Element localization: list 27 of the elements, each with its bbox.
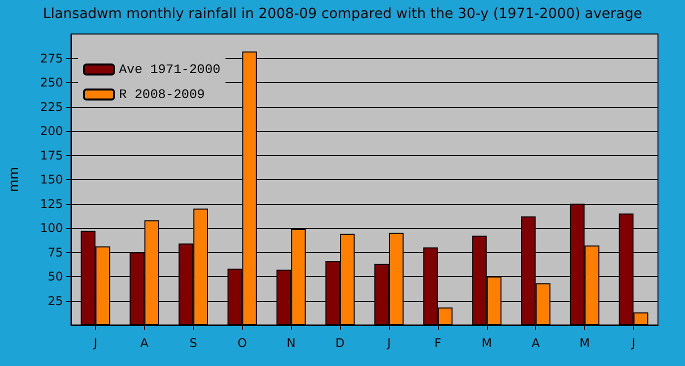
- y-tick-label: 75: [48, 245, 63, 260]
- y-tick-label: 25: [48, 294, 63, 308]
- legend-label: R 2008-2009: [119, 87, 205, 102]
- y-tick-label: 200: [40, 124, 63, 138]
- y-axis-title: mm: [7, 166, 22, 192]
- y-tick-label: 250: [40, 76, 63, 90]
- x-tick-label: A: [532, 336, 541, 350]
- x-tick-label: J: [386, 336, 391, 350]
- x-tick-label: D: [335, 336, 345, 350]
- y-tick-label: 175: [40, 148, 63, 162]
- x-tick-label: M: [482, 336, 492, 350]
- y-tick-label: 275: [40, 51, 63, 66]
- y-tick-label: 125: [40, 196, 63, 211]
- x-tick-label: N: [286, 336, 296, 350]
- y-tick-label: 225: [40, 100, 63, 114]
- chart-title: Llansadwm monthly rainfall in 2008-09 compared with the 30-y (1971-2000) average: [42, 6, 642, 22]
- y-tick-label: 100: [40, 221, 63, 235]
- x-tick-label: J: [630, 336, 636, 350]
- x-tick-label: O: [237, 336, 247, 350]
- y-tick-label: 150: [40, 172, 63, 186]
- x-tick-label: S: [189, 336, 198, 350]
- x-tick-label: M: [579, 336, 590, 350]
- x-tick-label: F: [434, 336, 442, 350]
- x-tick-label: J: [92, 336, 98, 350]
- x-tick-label: A: [140, 336, 150, 350]
- y-tick-label: 50: [48, 270, 63, 284]
- legend-label: Ave 1971-2000: [119, 62, 220, 77]
